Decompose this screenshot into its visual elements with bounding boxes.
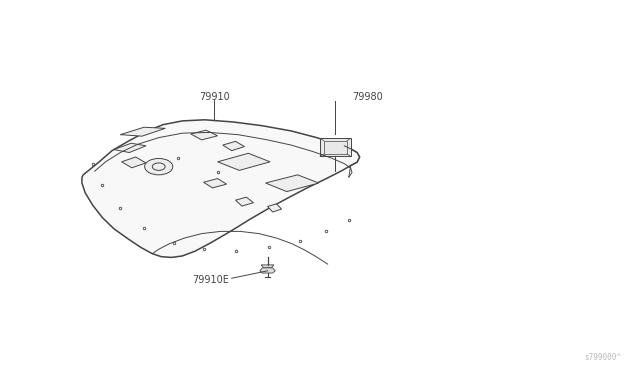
Polygon shape (223, 141, 244, 151)
Polygon shape (261, 265, 274, 268)
Polygon shape (218, 153, 270, 170)
Polygon shape (266, 175, 319, 192)
Polygon shape (268, 204, 282, 212)
Polygon shape (320, 138, 351, 156)
Polygon shape (260, 268, 275, 273)
Text: s799000^: s799000^ (584, 353, 621, 362)
Text: 79980: 79980 (352, 92, 383, 102)
Text: 79910: 79910 (199, 92, 230, 102)
Text: 79910E: 79910E (192, 275, 229, 285)
Polygon shape (122, 157, 146, 168)
Polygon shape (236, 197, 253, 206)
Polygon shape (204, 179, 227, 188)
Polygon shape (114, 143, 146, 153)
Polygon shape (191, 130, 218, 140)
Polygon shape (120, 127, 165, 136)
Polygon shape (82, 120, 360, 257)
Circle shape (145, 158, 173, 175)
